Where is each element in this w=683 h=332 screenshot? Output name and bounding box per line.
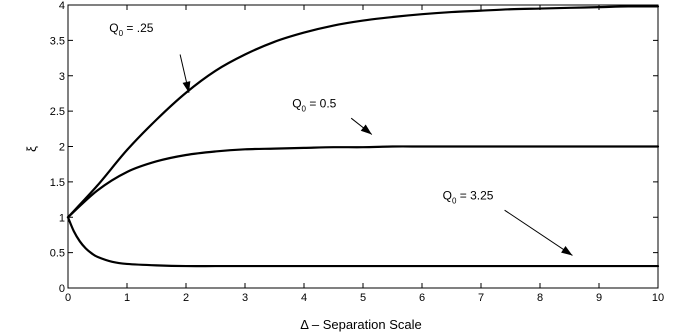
- series-line-q0-05: [66, 145, 660, 219]
- annotation-label-subscript: 0: [452, 197, 457, 206]
- annotation-label-main: Q: [109, 21, 118, 35]
- y-tick-label: 2.5: [50, 106, 65, 118]
- y-tick-label: 2: [59, 142, 65, 154]
- annotation-arrow-head: [360, 124, 372, 135]
- series-lines: [66, 5, 660, 268]
- y-tick-label: 1: [59, 212, 65, 224]
- x-tick-label: 8: [537, 292, 543, 304]
- x-tick-label: 9: [596, 292, 602, 304]
- x-tick-label: 4: [301, 292, 307, 304]
- annotation-label: Q0 = 3.25: [443, 189, 494, 206]
- annotation-label-subscript: 0: [302, 105, 307, 114]
- x-tick-label: 2: [183, 292, 189, 304]
- y-tick-label: 3: [59, 71, 65, 83]
- axis-tick-labels: 0 1 2 3 4 5 6 7 8 9 10 0 0.5 1 1.5 2 2.5 3 3.5 4: [50, 0, 664, 304]
- annotation-arrow-head: [561, 246, 573, 256]
- annotation-arrow-shaft: [504, 209, 573, 256]
- annotation-q0-325: Q0 = 3.25: [443, 189, 573, 256]
- x-tick-label: 6: [419, 292, 425, 304]
- y-tick-label: 0.5: [50, 248, 65, 260]
- annotation-arrow-head: [182, 81, 191, 93]
- y-tick-label: 3.5: [50, 35, 65, 47]
- annotation-label-main: Q: [292, 97, 301, 111]
- x-tick-label: 10: [652, 292, 664, 304]
- annotation-label-rest: = 0.5: [306, 97, 337, 111]
- x-axis-label: Δ – Separation Scale: [300, 317, 421, 332]
- y-axis-label: ξ: [24, 146, 39, 152]
- x-tick-label: 0: [65, 292, 71, 304]
- annotation-label-rest: = .25: [123, 21, 154, 35]
- x-tick-label: 7: [478, 292, 484, 304]
- x-tick-label: 1: [124, 292, 130, 304]
- y-tick-label: 0: [59, 283, 65, 295]
- annotation-label: Q0 = 0.5: [292, 97, 336, 114]
- annotation-q0-025: Q0 = .25: [109, 21, 191, 93]
- y-tick-label: 1.5: [50, 177, 65, 189]
- x-tick-label: 3: [242, 292, 248, 304]
- series-line-q0-325: [66, 216, 660, 268]
- annotation-label-subscript: 0: [119, 29, 124, 38]
- annotation-label: Q0 = .25: [109, 21, 153, 38]
- annotation-q0-05: Q0 = 0.5: [292, 97, 373, 135]
- annotation-label-main: Q: [443, 189, 452, 203]
- annotation-label-rest: = 3.25: [456, 189, 493, 203]
- x-tick-label: 5: [360, 292, 366, 304]
- y-tick-label: 4: [59, 0, 65, 12]
- series-line-q0-025: [66, 5, 660, 219]
